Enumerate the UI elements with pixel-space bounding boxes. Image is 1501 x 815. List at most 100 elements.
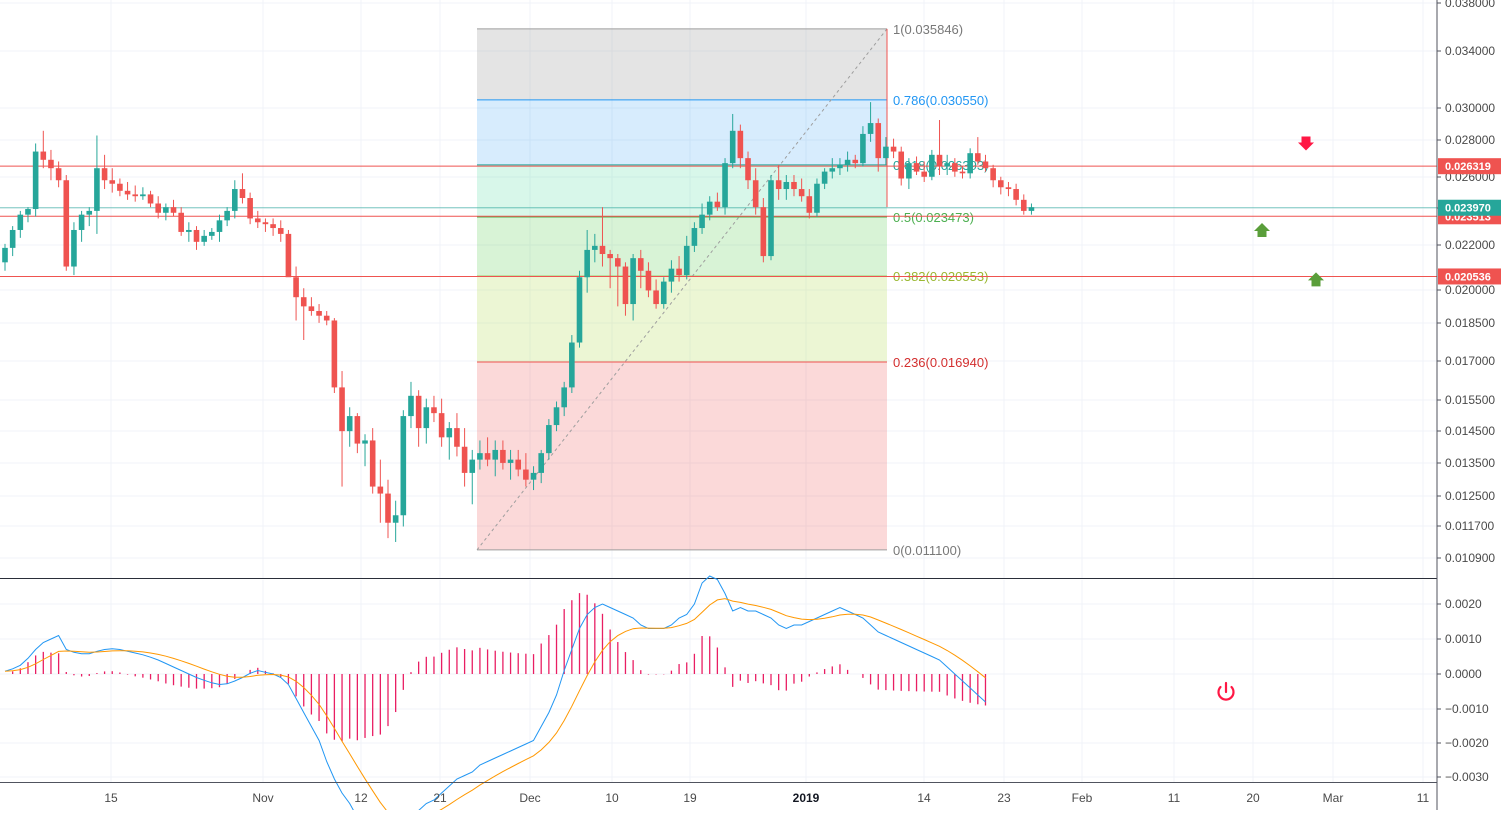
candle-31 [239, 173, 246, 204]
candle-82 [630, 254, 636, 321]
candle-27 [209, 228, 215, 240]
time-tick-label-5: 10 [605, 791, 619, 805]
candle-25 [193, 226, 200, 250]
candle-8 [63, 175, 70, 271]
price-tick-label-11: 0.014500 [1445, 424, 1495, 438]
candle-55 [423, 398, 430, 444]
price-tag-3: 0.023970 [1438, 199, 1501, 216]
price-tick-label-7: 0.020000 [1445, 283, 1495, 297]
time-tick-label-7: 2019 [793, 791, 820, 805]
candle-18 [140, 187, 146, 200]
candle-118 [906, 158, 912, 190]
candle-107 [821, 168, 828, 190]
candle-89 [683, 235, 690, 280]
fib-level-label-0: 1(0.035846) [893, 22, 963, 37]
price-tick-label-6: 0.022000 [1445, 238, 1495, 252]
fib-zone-0 [477, 28, 887, 100]
candle-83 [637, 249, 644, 289]
candle-104 [798, 178, 805, 202]
time-tick-label-4: Dec [519, 791, 540, 805]
candle-2 [17, 210, 24, 238]
arrow-up-icon[interactable] [1308, 272, 1324, 287]
candle-81 [622, 262, 629, 316]
candle-17 [132, 185, 139, 202]
candle-123 [944, 154, 950, 176]
candle-37 [285, 229, 292, 278]
candle-122 [936, 120, 943, 176]
candle-19 [147, 190, 154, 208]
price-tick-label-10: 0.015500 [1445, 393, 1495, 407]
candle-101 [775, 164, 782, 200]
candle-94 [722, 158, 728, 215]
time-tick-label-1: Nov [252, 791, 273, 805]
candle-87 [668, 260, 675, 293]
candle-5 [40, 130, 47, 169]
time-tick-label-0: 15 [104, 791, 118, 805]
candle-110 [844, 151, 851, 172]
candle-86 [660, 277, 667, 309]
candle-130 [998, 176, 1004, 195]
price-tick-label-15: 0.010900 [1445, 551, 1495, 565]
macd-tick-label-1: 0.0010 [1445, 632, 1482, 646]
price-tick-label-3: 0.028000 [1445, 133, 1495, 147]
candle-73 [561, 381, 567, 417]
candle-71 [546, 419, 552, 460]
candle-29 [224, 207, 230, 227]
candle-76 [584, 229, 590, 293]
price-tick-label-2: 0.030000 [1445, 101, 1495, 115]
candle-1 [9, 226, 16, 257]
candle-53 [408, 381, 414, 429]
fib-level-label-6: 0(0.011100) [893, 543, 961, 558]
candle-60 [461, 428, 468, 487]
candle-41 [316, 304, 322, 323]
candle-35 [270, 218, 276, 236]
candle-34 [262, 218, 269, 232]
price-tick-label-1: 0.034000 [1445, 44, 1495, 58]
time-tick-label-6: 19 [683, 791, 697, 805]
candle-91 [699, 203, 705, 234]
candle-77 [592, 233, 598, 263]
time-tick-label-2: 12 [354, 791, 368, 805]
time-tick-label-11: 11 [1168, 791, 1181, 805]
arrow-down-icon[interactable] [1298, 136, 1314, 151]
candle-40 [308, 297, 315, 316]
candle-63 [484, 437, 491, 467]
horizontal-lines[interactable] [0, 165, 1437, 277]
candle-47 [362, 434, 368, 467]
candle-133 [1020, 194, 1027, 215]
candle-134 [1028, 203, 1035, 215]
candle-74 [569, 335, 575, 393]
time-tick-label-8: 14 [917, 791, 931, 805]
candle-127 [975, 137, 981, 165]
price-tick-label-9: 0.017000 [1445, 354, 1495, 368]
power-icon[interactable] [1217, 681, 1235, 701]
candle-115 [883, 137, 889, 165]
candle-12 [94, 135, 100, 234]
price-tick-label-13: 0.012500 [1445, 489, 1495, 503]
candle-84 [645, 262, 652, 298]
macd-tick-label-4: −0.0020 [1445, 736, 1489, 750]
candle-16 [124, 181, 131, 200]
candle-28 [216, 214, 223, 242]
candle-105 [806, 189, 813, 219]
macd-tick-label-0: 0.0020 [1445, 597, 1482, 611]
candle-0 [2, 243, 8, 271]
candle-43 [331, 318, 338, 393]
macd-tick-label-5: −0.0030 [1445, 770, 1489, 784]
candle-111 [852, 154, 859, 169]
candle-42 [323, 311, 330, 326]
candle-119 [913, 156, 920, 176]
fibonacci-retracement[interactable]: 1(0.035846)0.786(0.030550)0.618(0.026393… [476, 22, 988, 558]
candle-14 [109, 168, 116, 193]
arrow-up-icon[interactable] [1254, 222, 1270, 237]
macd-pane [0, 575, 1437, 815]
candle-103 [791, 175, 797, 197]
candle-26 [201, 229, 207, 246]
price-tick-label-8: 0.018500 [1445, 316, 1495, 330]
arrow-markers[interactable] [1254, 136, 1324, 287]
candle-6 [48, 149, 54, 181]
macd-tick-label-3: −0.0010 [1445, 702, 1489, 716]
candle-44 [339, 371, 345, 487]
